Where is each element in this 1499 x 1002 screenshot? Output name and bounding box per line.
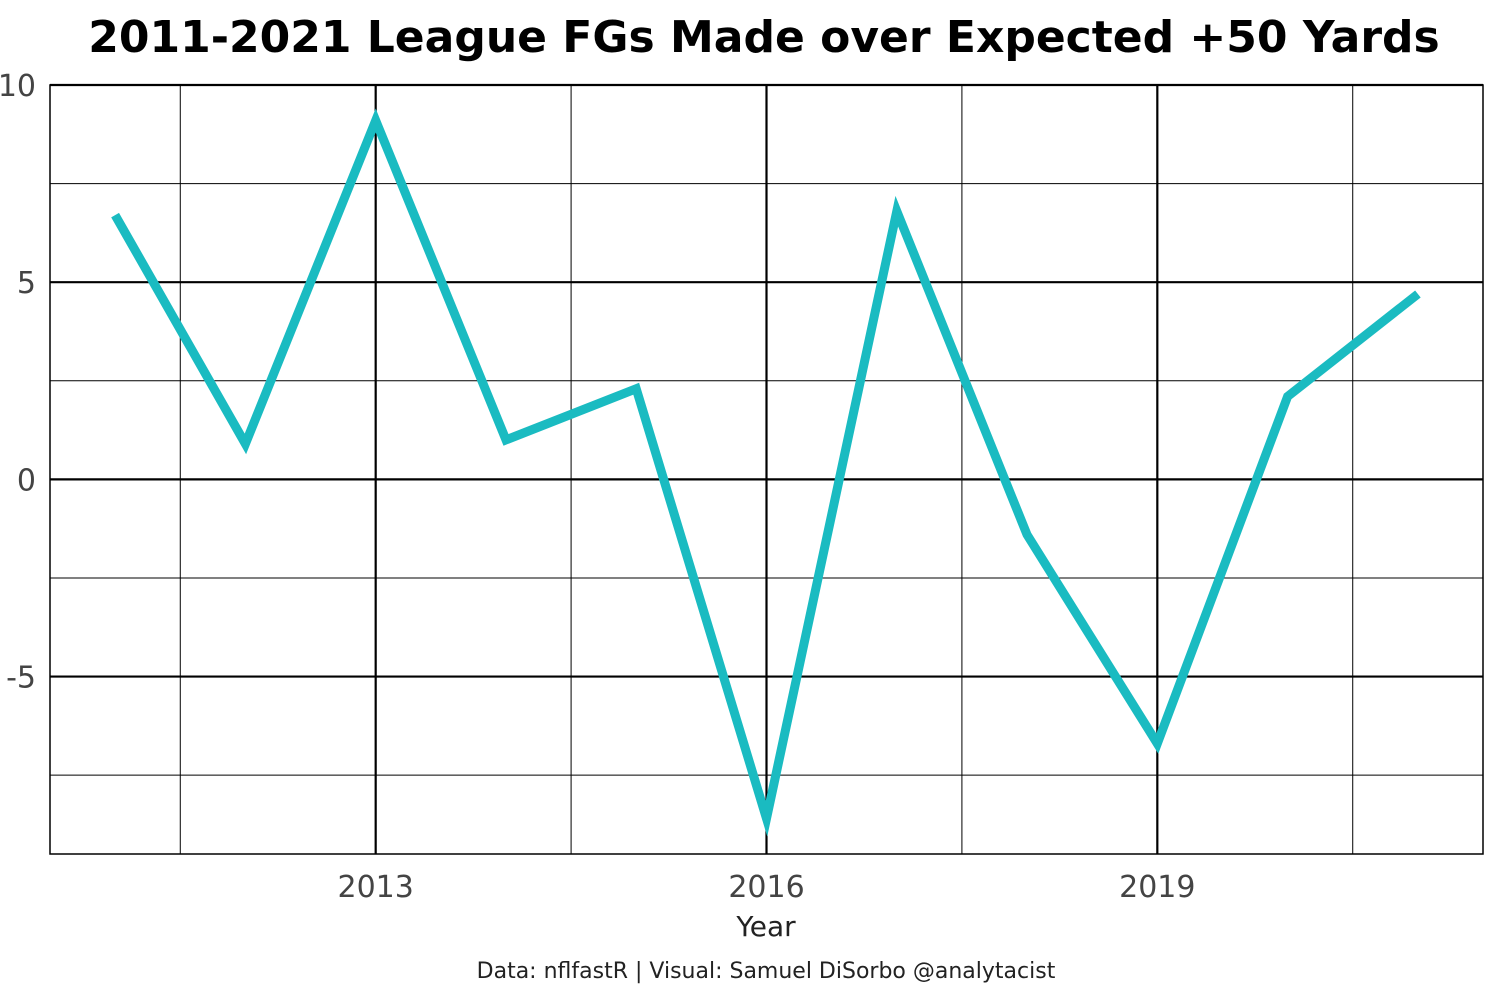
x-axis-title: Year [735, 910, 796, 943]
series-line [111, 108, 1421, 837]
data-point [1157, 743, 1158, 744]
x-tick-label: 2016 [728, 870, 804, 905]
x-tick-label: 2013 [338, 870, 414, 905]
plot-border [49, 84, 1484, 855]
data-point [245, 443, 246, 444]
y-tick-label: 10 [0, 69, 36, 104]
chart-caption: Data: nflfastR | Visual: Samuel DiSorbo … [477, 959, 1056, 984]
y-axis-ticks: 10 5 0 -5 [0, 69, 36, 696]
data-point [1027, 534, 1028, 535]
y-tick-label: 0 [17, 463, 36, 498]
data-point [636, 388, 637, 389]
y-tick-label: -5 [6, 661, 36, 696]
y-tick-label: 5 [17, 266, 36, 301]
data-point [896, 211, 897, 212]
data-point [506, 439, 507, 440]
data-point [115, 215, 116, 216]
x-axis-ticks: 2013 2016 2019 [338, 870, 1196, 905]
data-point [375, 120, 376, 121]
grid-layer [50, 83, 1483, 854]
data-point [766, 818, 767, 819]
data-point [1417, 294, 1418, 295]
series-layer [111, 108, 1421, 837]
chart-title: 2011-2021 League FGs Made over Expected … [88, 12, 1440, 63]
x-tick-label: 2019 [1119, 870, 1195, 905]
data-point [1287, 396, 1288, 397]
